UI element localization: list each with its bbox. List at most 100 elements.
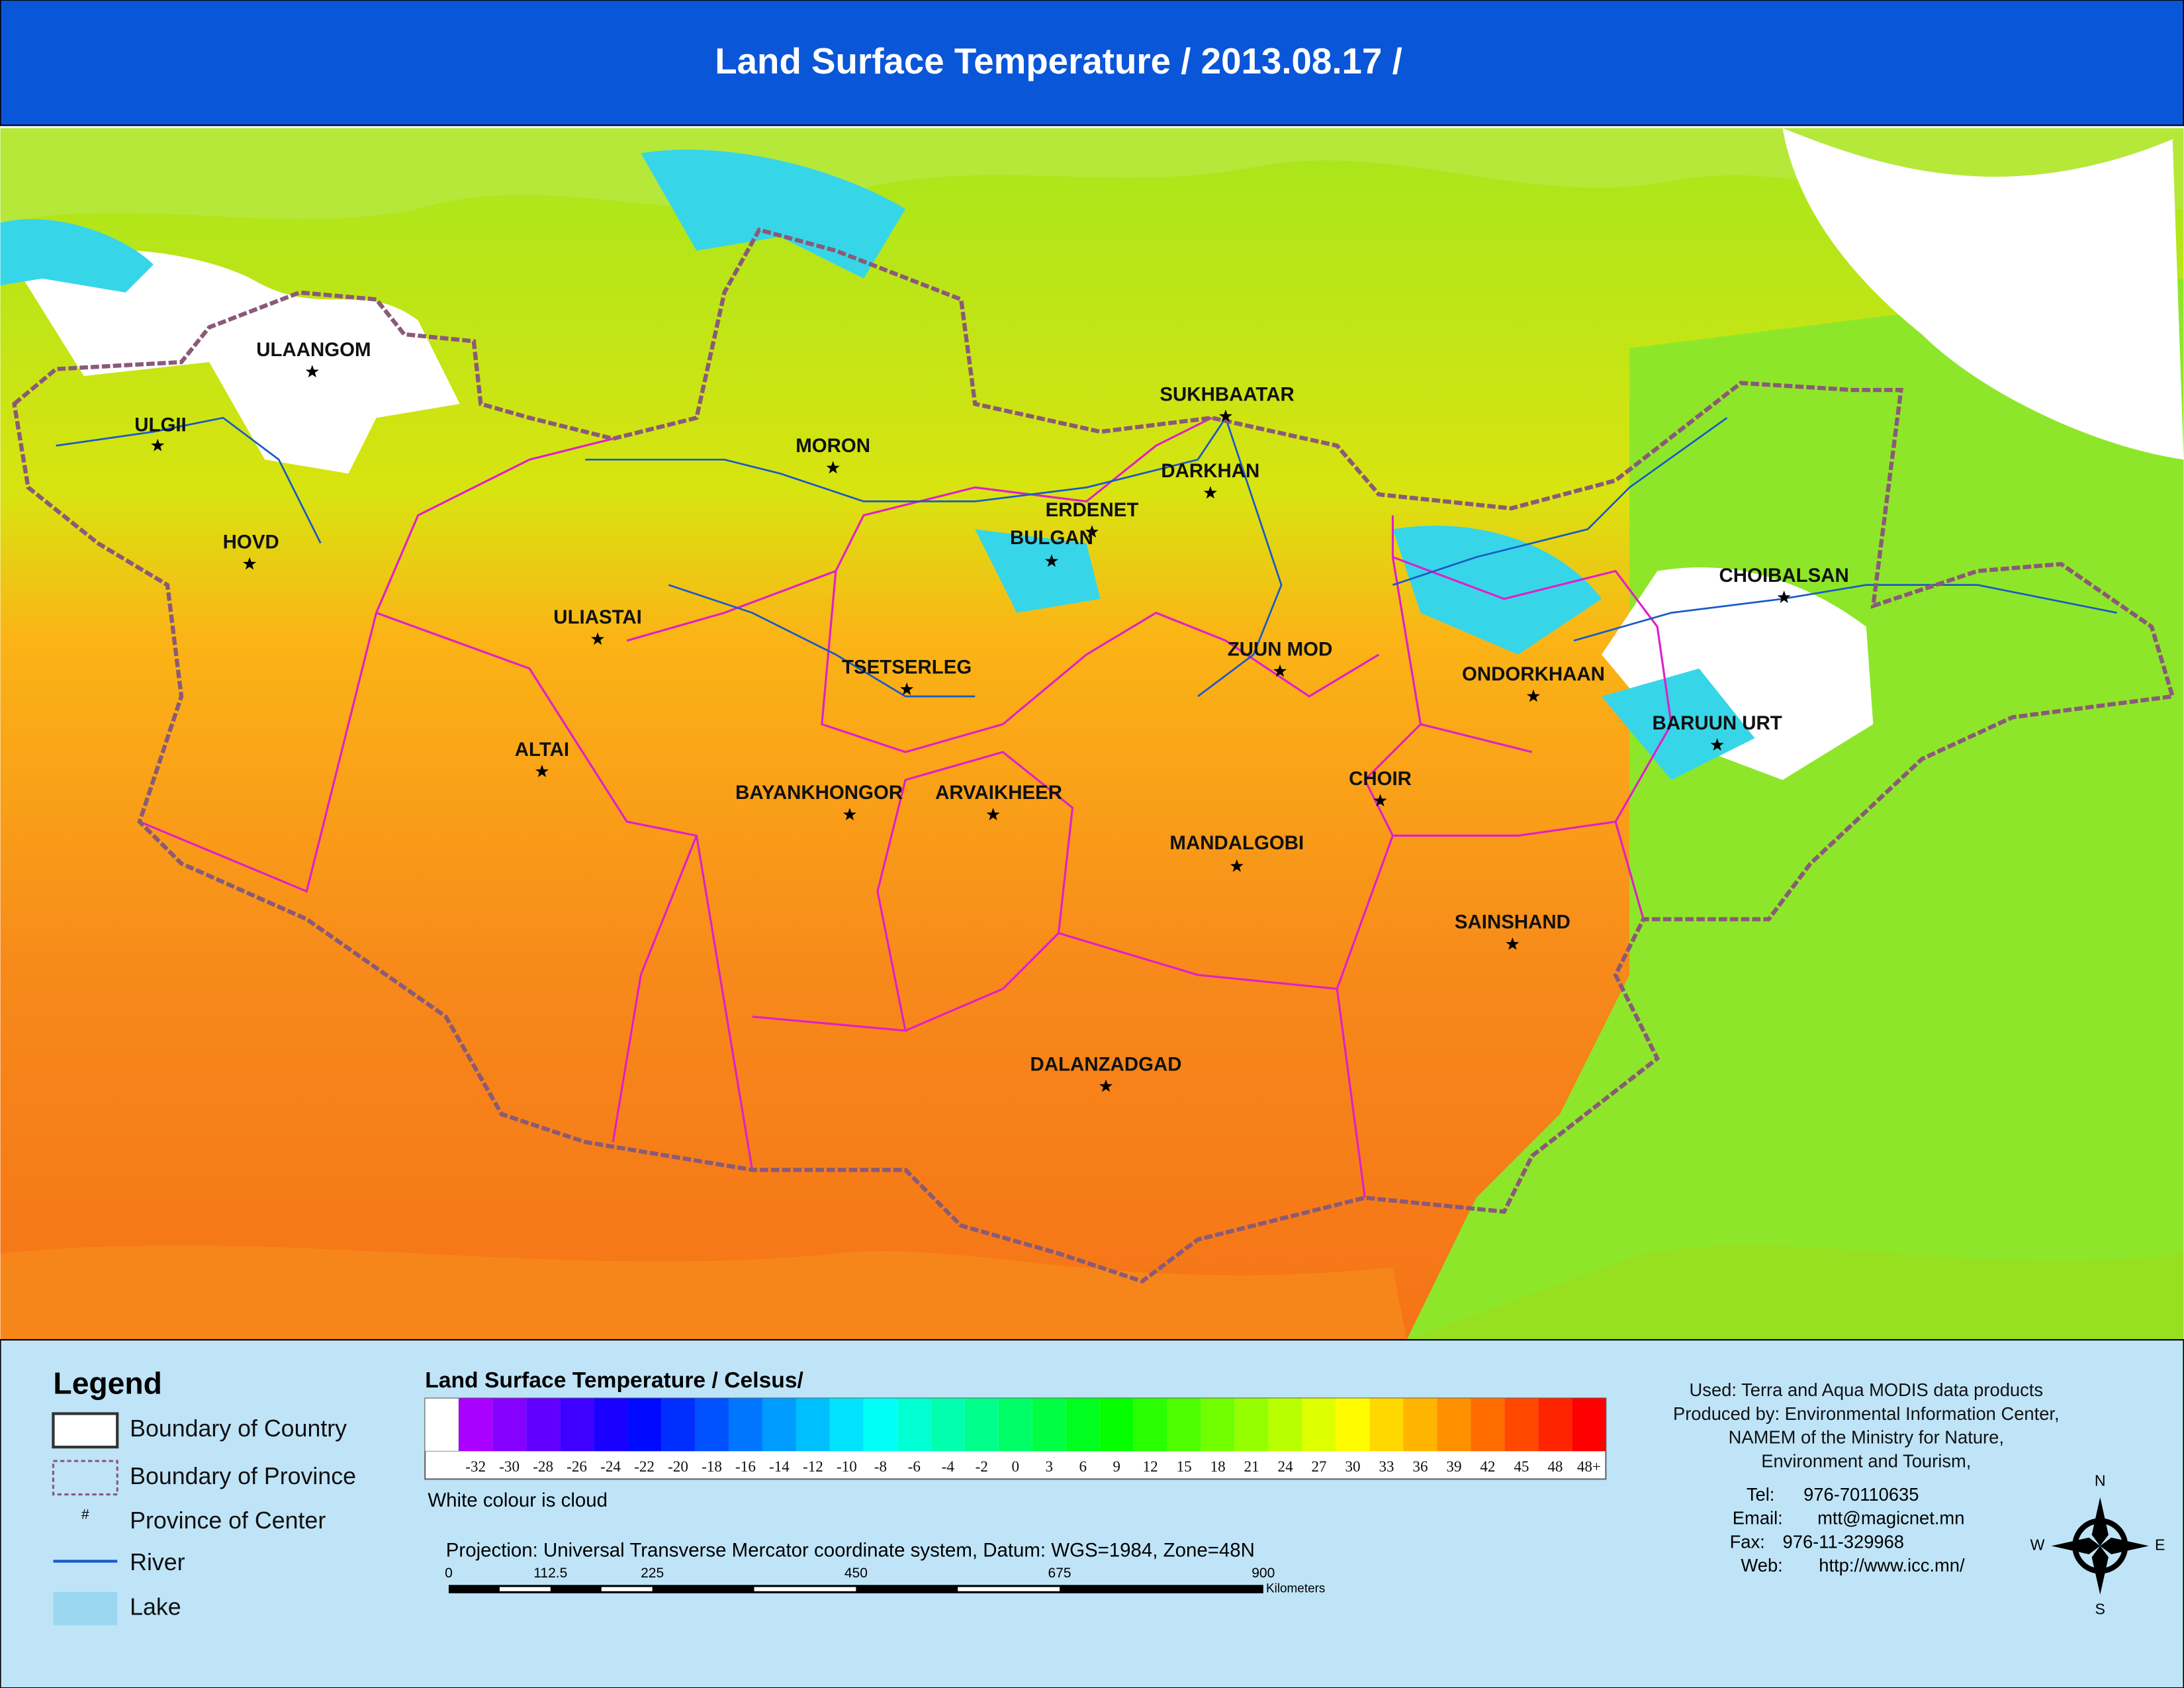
- page-title: Land Surface Temperature / 2013.08.17 /: [715, 40, 1402, 81]
- city-star: [590, 632, 605, 645]
- east-green: [1406, 278, 2184, 1340]
- cloud: [14, 249, 460, 474]
- city-star: [1218, 409, 1233, 422]
- color-swatch: [1336, 1398, 1370, 1452]
- city-label: ARVAIKHEER: [935, 782, 1062, 804]
- legend-label: Boundary of Country: [130, 1415, 347, 1442]
- scale-label: -16: [735, 1458, 756, 1476]
- credits: Used: Terra and Aqua MODIS data products…: [1673, 1380, 2060, 1471]
- scale-label: 30: [1345, 1458, 1360, 1476]
- color-scale: -32 -30 -28 -26 -24 -22 -20 -18 -16 -14 -12 -10 -8 -6…: [424, 1397, 1607, 1480]
- city-star: [1273, 664, 1287, 677]
- color-swatch: [661, 1398, 696, 1452]
- scale-label: 24: [1278, 1458, 1294, 1476]
- scale-label: 21: [1244, 1458, 1259, 1476]
- legend-title: Legend: [53, 1366, 162, 1401]
- contact-value: 976-11-329968: [1783, 1531, 1904, 1552]
- scale-label: -4: [942, 1458, 955, 1476]
- color-swatch: [1302, 1398, 1336, 1452]
- city-label: ONDORKHAAN: [1462, 663, 1605, 685]
- city-label: TSETSERLEG: [842, 657, 972, 679]
- scale-label: -22: [634, 1458, 655, 1476]
- city-label: HOVD: [223, 531, 279, 553]
- credit-line: Environment and Tourism,: [1761, 1450, 1971, 1471]
- color-swatch: [492, 1398, 527, 1452]
- legend-label: River: [130, 1549, 185, 1575]
- scale-label: -8: [874, 1458, 887, 1476]
- city-star: [1044, 554, 1059, 567]
- compass-e: E: [2155, 1536, 2165, 1554]
- legend-label: Lake: [130, 1594, 181, 1620]
- color-swatch: [627, 1398, 662, 1452]
- city-star: [151, 438, 165, 451]
- city-label: CHOIBALSAN: [1719, 565, 1849, 586]
- color-swatch: [762, 1398, 796, 1452]
- south-east-field: [1406, 1245, 2184, 1340]
- color-swatch: [1572, 1398, 1606, 1452]
- scale-label: 9: [1113, 1458, 1120, 1476]
- contact-value: http://www.icc.mn/: [1819, 1555, 1965, 1575]
- province-boundaries: [139, 416, 1672, 1198]
- credit-line: Used: Terra and Aqua MODIS data products: [1690, 1380, 2044, 1400]
- color-swatch: [728, 1398, 762, 1452]
- scale-label: 36: [1412, 1458, 1428, 1476]
- city-star: [826, 461, 840, 474]
- header-bar: [0, 0, 2184, 126]
- scale-bar-segment: [754, 1587, 856, 1591]
- cities: ULAANGOM ULGII HOVD MORON SUKHBAATAR DARKHAN E…: [134, 339, 1849, 1092]
- scale-title: Land Surface Temperature / Celsus/: [425, 1368, 803, 1393]
- color-swatch: [1133, 1398, 1167, 1452]
- projection-text: Projection: Universal Transverse Mercato…: [446, 1540, 1255, 1562]
- compass-s: S: [2095, 1600, 2105, 1617]
- city-label: BULGAN: [1010, 527, 1093, 549]
- contact-key: Web:: [1741, 1555, 1782, 1575]
- contact-value: 976-70110635: [1803, 1484, 1919, 1505]
- color-swatch: [1437, 1398, 1471, 1452]
- city-label: ALTAI: [515, 739, 569, 761]
- scale-label: -32: [465, 1458, 486, 1476]
- scale-bar-label: 225: [641, 1566, 664, 1581]
- scale-label: -2: [976, 1458, 988, 1476]
- color-swatch: [1504, 1398, 1539, 1452]
- scale-label: 45: [1514, 1458, 1529, 1476]
- scale-label: 42: [1480, 1458, 1495, 1476]
- city-label: SAINSHAND: [1455, 912, 1570, 933]
- color-swatch: [560, 1398, 594, 1452]
- map: ULAANGOM ULGII HOVD MORON SUKHBAATAR DARKHAN E…: [0, 128, 2184, 1340]
- color-swatch: [796, 1398, 830, 1452]
- scale-label: 48+: [1577, 1458, 1601, 1476]
- scale-label: -30: [499, 1458, 520, 1476]
- compass-w: W: [2030, 1536, 2045, 1554]
- scale-label: 27: [1312, 1458, 1327, 1476]
- scale-label: 33: [1379, 1458, 1394, 1476]
- color-swatch: [897, 1398, 931, 1452]
- scale-label: 12: [1143, 1458, 1158, 1476]
- color-swatch: [1403, 1398, 1437, 1452]
- city-label: DALANZADGAD: [1030, 1053, 1182, 1075]
- city-label: SUKHBAATAR: [1160, 383, 1294, 405]
- scale-bar-label: 112.5: [533, 1566, 567, 1581]
- scale-label: -20: [668, 1458, 688, 1476]
- scale-label: 18: [1210, 1458, 1226, 1476]
- scale-label: -12: [803, 1458, 823, 1476]
- color-swatch: [964, 1398, 999, 1452]
- scale-label: -28: [533, 1458, 553, 1476]
- city-star: [842, 808, 857, 821]
- cloud-swatch: [424, 1397, 459, 1452]
- color-swatch: [1369, 1398, 1404, 1452]
- scale-bar-label: 900: [1251, 1566, 1275, 1581]
- north-green: [0, 128, 2184, 223]
- color-swatch: [863, 1398, 897, 1452]
- scale-label: 0: [1012, 1458, 1020, 1476]
- compass-n: N: [2095, 1472, 2106, 1489]
- credit-line: Produced by: Environmental Information C…: [1673, 1403, 2060, 1424]
- scale-bar-label: 450: [844, 1566, 868, 1581]
- city-star: [1230, 859, 1244, 872]
- scale-bar-label: 675: [1048, 1566, 1071, 1581]
- scale-label: 39: [1446, 1458, 1461, 1476]
- contact-value: mtt@magicnet.mn: [1817, 1508, 1964, 1528]
- contact-key: Fax:: [1730, 1531, 1765, 1552]
- city-label: BARUUN URT: [1653, 712, 1782, 734]
